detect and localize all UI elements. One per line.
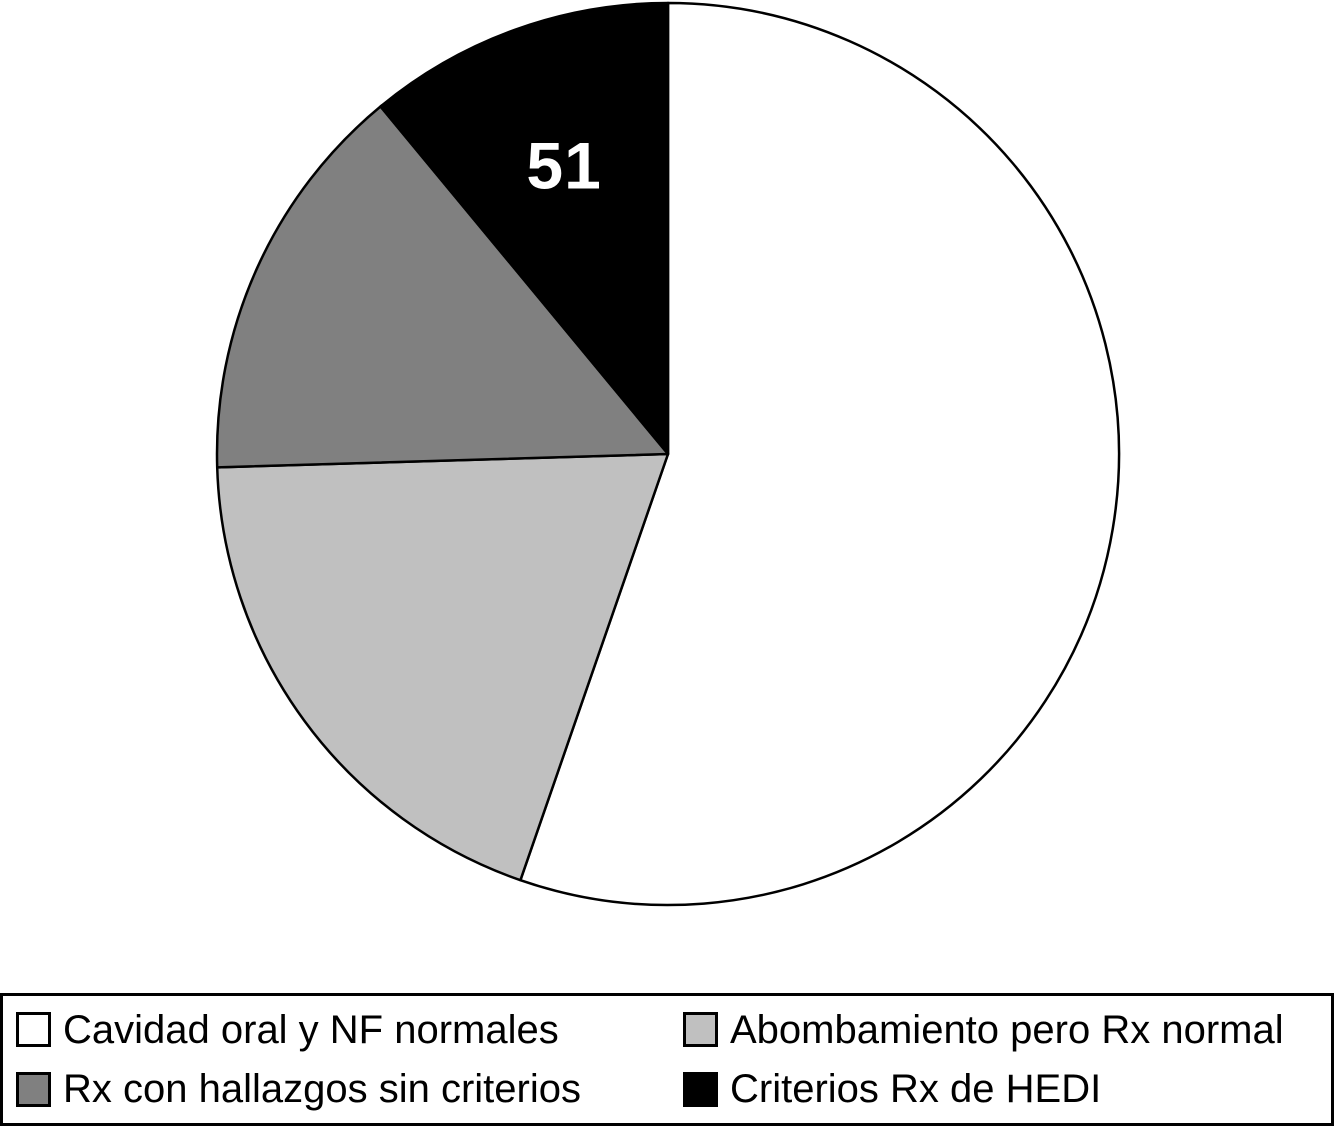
pie-slice-2 [215, 105, 670, 469]
slice-value-label: 51 [526, 129, 601, 203]
legend-item-rx-hallazgos: Rx con hallazgos sin criterios [3, 1069, 670, 1109]
legend-swatch-white [16, 1012, 51, 1048]
legend-item-abombamiento: Abombamiento pero Rx normal [670, 1010, 1331, 1050]
pie-chart: 51 [215, 1, 1121, 907]
legend: Cavidad oral y NF normales Abombamiento … [0, 993, 1334, 1126]
pie-slice-1 [215, 452, 670, 882]
legend-label: Rx con hallazgos sin criterios [63, 1067, 581, 1112]
legend-label: Cavidad oral y NF normales [63, 1007, 559, 1052]
legend-label: Criterios Rx de HEDI [730, 1067, 1102, 1112]
legend-item-criterios-hedi: Criterios Rx de HEDI [670, 1069, 1331, 1109]
pie-slice-0 [519, 1, 1121, 907]
legend-swatch-lightgray [683, 1012, 718, 1048]
legend-swatch-darkgray [16, 1071, 51, 1107]
legend-item-cavidad-oral: Cavidad oral y NF normales [3, 1010, 670, 1050]
pie-slice-3 [379, 1, 670, 456]
legend-label: Abombamiento pero Rx normal [730, 1007, 1284, 1052]
legend-swatch-black [683, 1071, 718, 1107]
